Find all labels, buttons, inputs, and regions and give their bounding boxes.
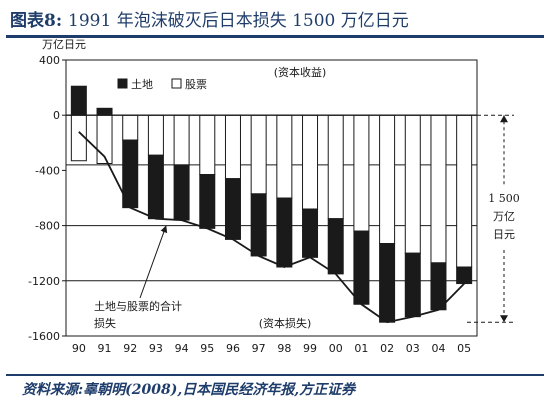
bar-stock [404, 114, 421, 254]
plot-frame [65, 59, 478, 337]
figure-label: 图表8: [10, 11, 63, 31]
total-loss-line [78, 131, 465, 324]
legend-swatch-stock [171, 78, 182, 89]
bar-land [404, 252, 421, 318]
figure-title-text: 1991 年泡沫破灭后日本损失 1500 万亿日元 [68, 11, 409, 31]
gain-annotation: (资本收益) [274, 65, 327, 79]
x-tick-label: 05 [457, 342, 471, 355]
bar-stock [122, 114, 139, 141]
bracket-value: 1 500 [488, 192, 520, 205]
bracket-arrow-down [500, 315, 508, 323]
y-tick-label: 0 [53, 109, 60, 122]
bar-land [96, 107, 113, 116]
bracket-unit-1: 万亿 [493, 210, 515, 223]
bar-land [70, 85, 87, 116]
total-loss-arrow [139, 225, 168, 299]
bar-stock [327, 114, 344, 220]
y-tick-label: -1200 [28, 275, 60, 288]
x-tick-label: 02 [380, 342, 394, 355]
bar-stock [430, 114, 447, 264]
bar-land [456, 266, 473, 285]
bar-land [250, 193, 267, 257]
legend-swatch-land [117, 78, 128, 89]
total-loss-label-line2: 损失 [94, 316, 116, 330]
bar-land [353, 230, 370, 305]
x-tick-label: 98 [277, 342, 291, 355]
bar-stock [224, 114, 241, 180]
x-tick-label: 96 [226, 342, 240, 355]
bar-stock [302, 114, 319, 210]
x-tick-label: 97 [252, 342, 266, 355]
bar-stock [173, 114, 190, 166]
x-tick-label: 04 [431, 342, 445, 355]
bar-land [302, 208, 319, 258]
x-tick-label: 00 [329, 342, 343, 355]
y-tick-label: -1600 [28, 330, 60, 343]
total-loss-label-line1: 土地与股票的合计 [94, 299, 182, 313]
legend-label-land: 土地 [131, 78, 153, 91]
bar-land [199, 174, 216, 229]
x-tick-label: 90 [72, 342, 86, 355]
bar-land [379, 243, 396, 323]
bar-stock [276, 114, 293, 199]
bar-stock [379, 114, 396, 245]
bar-land [173, 164, 190, 221]
legend-label-stock: 股票 [185, 78, 207, 91]
x-tick-label: 01 [354, 342, 368, 355]
y-tick-label: -800 [35, 220, 60, 233]
y-tick-label: -400 [35, 164, 60, 177]
unit-label: 万亿日元 [42, 38, 86, 51]
x-tick-label: 91 [98, 342, 112, 355]
bar-stock [199, 114, 216, 176]
x-tick-label: 03 [406, 342, 420, 355]
x-tick-label: 94 [175, 342, 189, 355]
x-tick-label: 93 [149, 342, 163, 355]
bar-stock [250, 114, 267, 195]
title-rule [6, 35, 544, 38]
bar-stock [147, 114, 164, 156]
bracket-arrow-up [500, 115, 508, 123]
bar-land [276, 197, 293, 268]
bracket-unit-2: 日元 [493, 228, 515, 241]
x-tick-label: 99 [303, 342, 317, 355]
source-rule [6, 374, 544, 376]
loss-annotation: (资本损失) [259, 316, 312, 330]
source-note: 资料来源:辜朝明(2008),日本国民经济年报,方正证券 [22, 382, 356, 398]
bar-land [430, 262, 447, 311]
bar-land [224, 178, 241, 240]
bar-land [327, 218, 344, 275]
figure-title: 图表8: 1991 年泡沫破灭后日本损失 1500 万亿日元 [10, 6, 542, 32]
y-tick-label: 400 [39, 54, 60, 67]
bar-land [147, 154, 164, 220]
x-tick-label: 95 [200, 342, 214, 355]
x-tick-label: 92 [123, 342, 137, 355]
bar-stock [456, 114, 473, 268]
bar-stock [353, 114, 370, 232]
